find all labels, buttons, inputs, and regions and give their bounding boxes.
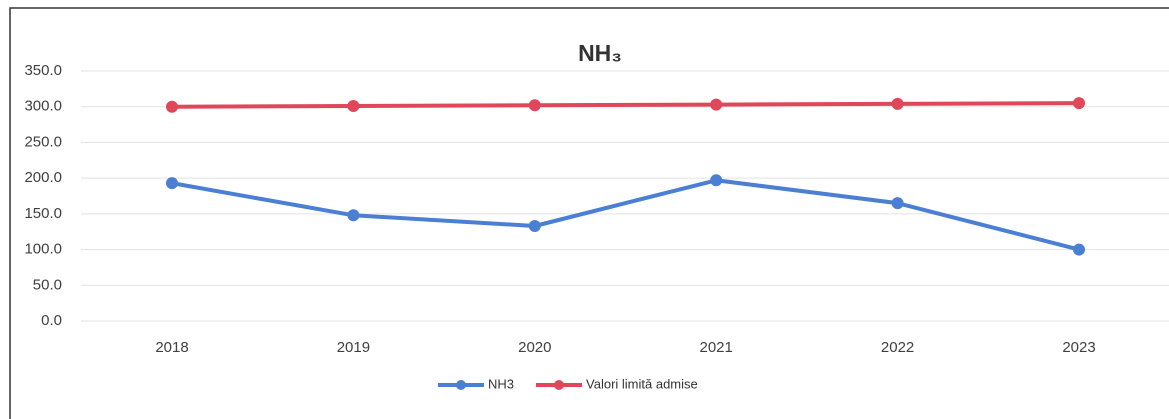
legend-label: Valori limită admise [586, 376, 698, 391]
data-point [166, 100, 178, 113]
data-point [347, 209, 360, 222]
y-tick-label: 300.0 [24, 98, 62, 115]
data-point [166, 177, 178, 190]
data-point [528, 220, 541, 232]
y-tick-label: 100.0 [24, 241, 62, 258]
legend-marker [456, 380, 466, 390]
data-point [1073, 243, 1085, 256]
y-tick-label: 350.0 [24, 62, 62, 79]
data-point [891, 197, 904, 210]
x-tick-label: 2020 [518, 339, 551, 356]
data-point [710, 98, 723, 111]
x-tick-label: 2021 [700, 339, 733, 356]
data-point [347, 100, 360, 112]
y-tick-label: 50.0 [33, 276, 62, 293]
data-point [710, 174, 723, 187]
data-point [1073, 97, 1085, 110]
data-point [891, 97, 904, 110]
series-line [171, 178, 1080, 252]
x-tick-label: 2022 [881, 339, 914, 356]
x-tick-label: 2023 [1062, 339, 1095, 356]
legend-label: NH3 [488, 376, 514, 391]
y-tick-label: 250.0 [24, 133, 62, 150]
chart-title: NH₃ [578, 40, 622, 66]
y-tick-label: 0.0 [41, 312, 62, 329]
x-tick-label: 2018 [155, 339, 188, 356]
chart-frame [9, 7, 1169, 419]
series-line [171, 101, 1080, 109]
y-tick-label: 200.0 [24, 169, 62, 186]
legend-marker [554, 380, 565, 390]
data-point [528, 99, 541, 112]
x-tick-label: 2019 [337, 339, 370, 356]
y-tick-label: 150.0 [24, 205, 62, 222]
